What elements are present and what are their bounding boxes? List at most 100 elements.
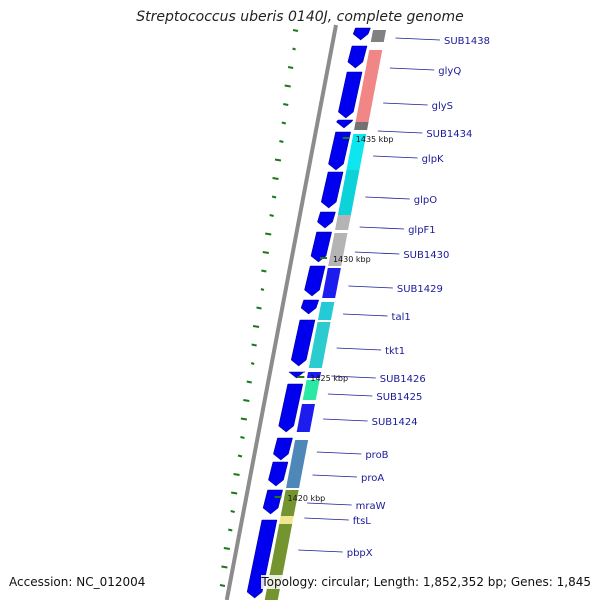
gene-label-prob: proB (365, 450, 388, 461)
gc-skew-mark (237, 454, 243, 458)
gc-skew-mark (233, 473, 240, 476)
gc-skew-mark (292, 47, 296, 51)
gene-label-sub1424: SUB1424 (372, 417, 418, 428)
accession-text: Accession: NC_012004 (9, 575, 146, 589)
gc-skew-mark (260, 288, 265, 291)
gene-label-tkt1: tkt1 (385, 346, 405, 357)
category-block (337, 170, 360, 215)
map-title: Streptococcus uberis 0140J, complete gen… (136, 9, 464, 25)
category-block (335, 215, 351, 230)
leader-line (373, 155, 418, 159)
gc-skew-mark (287, 66, 294, 69)
gc-skew-mark (246, 380, 252, 384)
cds-arrow (278, 383, 304, 433)
category-block (346, 134, 367, 170)
gc-skew-mark (243, 399, 250, 402)
gc-skew-mark (274, 158, 282, 162)
gene-label-tal1: tal1 (392, 312, 411, 323)
gc-skew-mark (279, 140, 284, 143)
gc-skew-mark (250, 362, 255, 365)
leader-line (359, 226, 405, 230)
gc-skew-mark (256, 306, 262, 310)
position-marker-label: 1420 kbp (288, 494, 326, 503)
cds-arrow (336, 119, 354, 129)
cds-arrow (300, 299, 320, 315)
gene-label-glyq: glyQ (438, 66, 461, 77)
cds-arrow (262, 489, 283, 515)
cds-arrow (268, 461, 289, 487)
gene-label-ftsl: ftsL (353, 516, 371, 527)
gc-skew-mark (265, 232, 272, 236)
leader-line (348, 285, 393, 289)
category-block (308, 322, 331, 368)
position-markers: 1435 kbp 1430 kbp 1425 kbp 1420 kbp (274, 135, 394, 503)
gene-label-proa: proA (361, 473, 384, 484)
leader-line (389, 67, 435, 71)
gene-label-sub1426: SUB1426 (380, 374, 426, 385)
leader-line (307, 502, 352, 506)
leader-line (304, 517, 349, 521)
leader-line (312, 474, 357, 478)
gene-label-sub1425: SUB1425 (376, 392, 422, 403)
category-block (355, 50, 383, 122)
gc-skew-mark (262, 251, 269, 254)
cds-arrow (246, 519, 278, 599)
category-block (328, 233, 348, 266)
forward-cds-track (246, 27, 371, 599)
cds-arrow (347, 45, 368, 69)
gc-skew-mark (272, 177, 279, 180)
position-marker-label: 1425 kbp (310, 374, 348, 383)
backbone-track (224, 24, 338, 600)
cds-arrow (352, 27, 371, 41)
cds-arrow (320, 171, 344, 209)
gene-label-glpo: glpO (414, 195, 437, 206)
gene-label-sub1438: SUB1438 (444, 36, 490, 47)
gene-labels: SUB1438 glyQ glyS SUB1434 glpK glpO glpF1 SUB14… (298, 36, 490, 559)
leader-line (323, 418, 368, 422)
gc-skew-mark (221, 565, 228, 569)
cds-arrow (338, 71, 363, 119)
cds-arrow (304, 265, 326, 297)
category-block (306, 372, 322, 378)
leader-line (343, 313, 388, 317)
gc-skew-mark (228, 528, 233, 532)
category-block (280, 490, 299, 516)
leader-line (395, 37, 441, 41)
leader-line (336, 347, 382, 351)
gc-skew-mark (240, 436, 245, 439)
gc-skew-mark (240, 417, 248, 421)
gene-label-glpk: glpK (422, 154, 444, 165)
gc-skew-mark (292, 29, 299, 32)
gene-label-sub1434: SUB1434 (426, 129, 472, 140)
gene-label-glpf1: glpF1 (408, 225, 436, 236)
category-block (286, 440, 309, 488)
gc-skew-mark (251, 343, 257, 347)
leader-line (365, 196, 410, 200)
category-block (354, 122, 369, 130)
gc-skew-mark (230, 491, 238, 495)
leader-line (298, 549, 343, 553)
gene-label-mraw: mraW (356, 501, 386, 512)
leader-line (354, 251, 400, 255)
gc-skew-mark (269, 214, 274, 217)
cds-arrow (288, 371, 306, 379)
gc-skew-mark (223, 547, 231, 550)
gc-skew-mark (271, 195, 277, 199)
gc-skew-mark (219, 584, 226, 587)
leader-line (377, 130, 423, 134)
gene-label-glys: glyS (432, 101, 453, 112)
category-block (322, 268, 341, 298)
cds-arrow (290, 319, 316, 367)
gc-skew-track (219, 29, 299, 587)
gc-skew-mark (252, 325, 260, 328)
gc-skew-mark (283, 103, 289, 106)
category-block (296, 404, 315, 432)
position-marker-label: 1435 kbp (356, 135, 394, 144)
topology-text: Topology: circular; Length: 1,852,352 bp… (261, 575, 591, 589)
category-block (302, 380, 320, 400)
cds-arrow (317, 211, 336, 229)
leader-line (327, 393, 373, 397)
category-block (370, 30, 387, 42)
gene-label-sub1429: SUB1429 (397, 284, 443, 295)
